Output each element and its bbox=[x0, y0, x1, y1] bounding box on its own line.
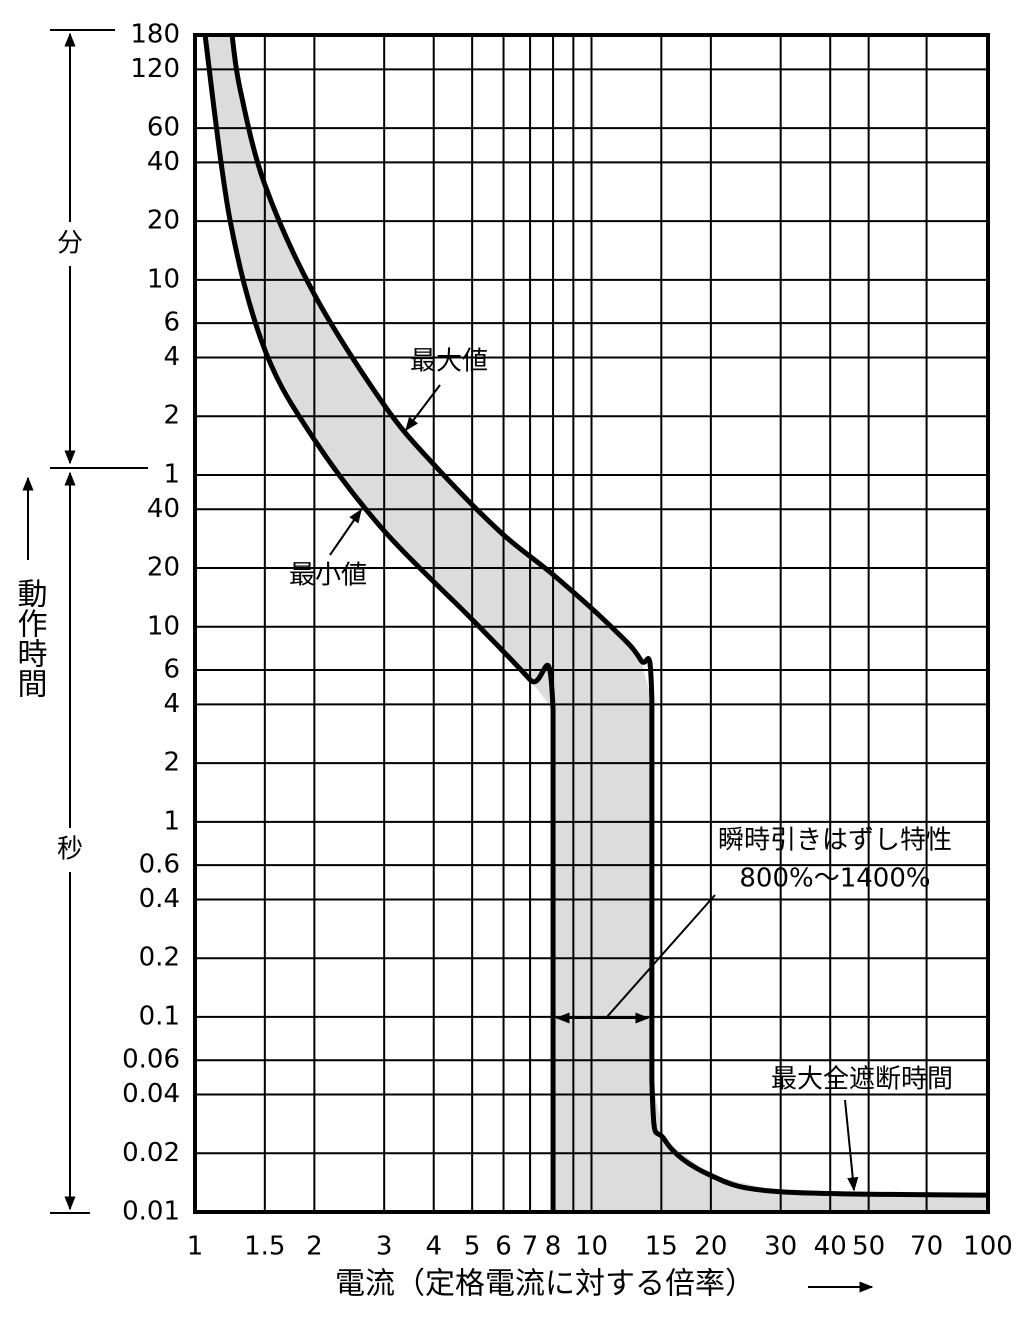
y-tick-label: 0.1 bbox=[139, 1001, 180, 1031]
y-tick-label: 0.04 bbox=[122, 1079, 180, 1109]
x-tick-label: 70 bbox=[910, 1232, 943, 1262]
annotation: 最大全遮断時間 bbox=[771, 1065, 953, 1095]
y-axis-label: 動作時間 bbox=[12, 578, 47, 698]
annotation: 最大値 bbox=[410, 347, 488, 377]
y-tick-label: 4 bbox=[163, 689, 180, 719]
curve-layer bbox=[202, 34, 989, 1212]
annotation: 最小値 bbox=[289, 561, 367, 591]
y-tick-label: 6 bbox=[163, 655, 180, 685]
annotation: 800%～1400% bbox=[739, 864, 930, 894]
curve bbox=[202, 34, 556, 1212]
y-tick-label: 6 bbox=[163, 308, 180, 338]
y-tick-label: 40 bbox=[147, 147, 180, 177]
curve bbox=[229, 34, 989, 1198]
x-tick-label: 10 bbox=[575, 1232, 608, 1262]
y-tick-label: 0.6 bbox=[139, 850, 180, 880]
grid-layer bbox=[194, 34, 989, 1213]
y-tick-label: 1 bbox=[163, 459, 180, 489]
plot-frame bbox=[193, 33, 990, 1214]
y-tick-label: 40 bbox=[147, 494, 180, 524]
y-tick-label: 120 bbox=[130, 54, 180, 84]
x-tick-label: 100 bbox=[963, 1232, 1013, 1262]
x-tick-label: 6 bbox=[495, 1232, 512, 1262]
x-tick-label: 40 bbox=[814, 1232, 847, 1262]
y-tick-label: 2 bbox=[163, 401, 180, 431]
x-tick-label: 2 bbox=[306, 1232, 323, 1262]
y-tick-label: 60 bbox=[147, 113, 180, 143]
x-tick-label: 5 bbox=[464, 1232, 481, 1262]
annotation: 瞬時引きはずし特性 bbox=[718, 826, 952, 856]
x-tick-label: 3 bbox=[376, 1232, 393, 1262]
y-tick-label: 2 bbox=[163, 748, 180, 778]
y-tick-label: 1 bbox=[163, 806, 180, 836]
y-tick-label: 0.4 bbox=[139, 884, 180, 914]
y-tick-label: 0.01 bbox=[122, 1197, 180, 1227]
y-tick-label: 10 bbox=[147, 611, 180, 641]
y-tick-label: 0.2 bbox=[139, 943, 180, 973]
x-tick-label: 30 bbox=[764, 1232, 797, 1262]
y-tick-label: 4 bbox=[163, 342, 180, 372]
band bbox=[205, 35, 988, 1212]
x-tick-label: 15 bbox=[645, 1232, 678, 1262]
x-tick-label: 20 bbox=[694, 1232, 727, 1262]
band-layer bbox=[205, 35, 988, 1212]
x-tick-label: 4 bbox=[425, 1232, 442, 1262]
annotation-arrows bbox=[329, 384, 859, 1192]
x-tick-label: 7 bbox=[522, 1232, 539, 1262]
y-tick-label: 20 bbox=[147, 206, 180, 236]
unit-label: 分 bbox=[57, 229, 83, 259]
unit-label: 秒 bbox=[57, 835, 83, 865]
y-tick-label: 0.06 bbox=[122, 1045, 180, 1075]
x-axis-label: 電流（定格電流に対する倍率） bbox=[335, 1267, 755, 1302]
x-tick-label: 1 bbox=[187, 1232, 204, 1262]
x-tick-label: 50 bbox=[852, 1232, 885, 1262]
y-tick-label: 10 bbox=[147, 264, 180, 294]
unit-brackets bbox=[22, 29, 874, 1293]
x-tick-label: 8 bbox=[545, 1232, 562, 1262]
x-tick-label: 1.5 bbox=[244, 1232, 285, 1262]
y-tick-label: 0.02 bbox=[122, 1138, 180, 1168]
y-tick-label: 20 bbox=[147, 553, 180, 583]
y-tick-label: 180 bbox=[130, 20, 180, 50]
